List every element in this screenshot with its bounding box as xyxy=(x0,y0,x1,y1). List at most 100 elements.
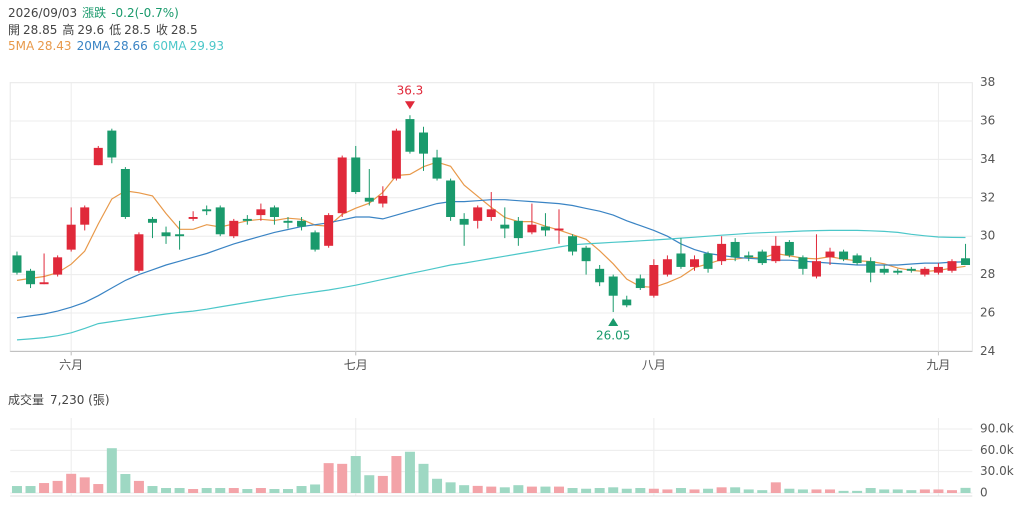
y-tick-label: 34 xyxy=(980,152,995,166)
candle-body xyxy=(53,257,63,275)
candle-body xyxy=(134,234,144,271)
volume-bar xyxy=(892,489,903,493)
ohlc-value: 28.5 xyxy=(124,22,151,37)
y-tick-label: 28 xyxy=(980,267,995,281)
candle-body xyxy=(418,132,428,154)
legend-value: 28.43 xyxy=(37,39,72,53)
candle-body xyxy=(879,268,889,273)
y-tick-label: 90.0k xyxy=(980,422,1014,436)
candle-body xyxy=(324,215,334,246)
volume-bar xyxy=(797,489,808,493)
volume-bar xyxy=(825,489,836,493)
volume-bar xyxy=(499,487,510,493)
ohlc-label: 低 xyxy=(109,22,122,37)
low-marker xyxy=(608,318,619,327)
candle-body xyxy=(446,180,456,217)
candle-body xyxy=(730,241,740,258)
candle-body xyxy=(39,282,49,285)
header: 2026/09/03 漲跌 -0.2(-0.7%) 開 28.85 高 29.6 低 28.5… xyxy=(8,5,229,55)
candle-body xyxy=(595,268,605,283)
ohlc-label: 高 xyxy=(62,22,75,37)
volume-bar xyxy=(703,488,714,493)
change-label: 漲跌 xyxy=(82,6,107,20)
volume-bar xyxy=(581,488,592,493)
date: 2026/09/03 xyxy=(8,6,78,20)
candle-body xyxy=(405,119,415,152)
volume-header: 成交量 7,230 (張) xyxy=(8,391,116,408)
volume-bar xyxy=(432,478,443,493)
legend-name: 5MA xyxy=(8,39,35,53)
x-tick-label: 六月 xyxy=(59,358,83,372)
candle-body xyxy=(825,251,835,258)
volume-bar xyxy=(66,473,77,493)
volume-bar xyxy=(242,489,253,493)
volume-bar xyxy=(364,475,375,493)
candle-body xyxy=(175,234,185,237)
candle-body xyxy=(811,261,821,277)
volume-bar xyxy=(445,482,456,493)
volume-bar xyxy=(675,488,686,493)
volume-bar xyxy=(906,490,917,493)
volume-bar xyxy=(350,456,361,493)
volume-bar xyxy=(391,456,402,493)
volume-bar xyxy=(635,488,646,493)
candle-body xyxy=(351,157,361,193)
x-tick-label: 九月 xyxy=(926,358,950,372)
legend-value: 28.66 xyxy=(113,39,148,53)
candle-body xyxy=(297,220,307,227)
candle-body xyxy=(839,251,849,260)
volume-bar xyxy=(147,486,158,493)
candle-body xyxy=(364,197,374,202)
volume-bar xyxy=(215,488,226,493)
candle-body xyxy=(80,207,90,225)
candle-body xyxy=(486,209,496,217)
candle-body xyxy=(947,261,957,271)
ohlc-label: 收 xyxy=(155,22,168,37)
candle-body xyxy=(703,253,713,269)
candle-body xyxy=(147,218,157,223)
volume-bar xyxy=(188,489,199,493)
candle-body xyxy=(202,209,212,212)
volume-bar xyxy=(228,488,239,493)
candle-body xyxy=(744,255,754,258)
ma-line xyxy=(16,229,966,341)
volume-bar xyxy=(919,489,930,493)
candle-body xyxy=(527,224,537,233)
volume-bar xyxy=(716,487,727,493)
candle-body xyxy=(771,245,781,262)
volume-bar xyxy=(946,490,957,493)
volume-bar xyxy=(201,488,212,493)
volume-bar xyxy=(865,488,876,493)
y-tick-label: 30.0k xyxy=(980,464,1014,478)
candle-body xyxy=(568,236,578,252)
change: -0.2(-0.7%) xyxy=(111,6,179,20)
volume-bar xyxy=(93,484,104,493)
volume-bar xyxy=(757,490,768,493)
header-row: 開 28.85 高 29.6 低 28.5 收 28.5 xyxy=(8,22,229,39)
candle-body xyxy=(120,169,130,217)
candle-body xyxy=(256,209,266,216)
candle-body xyxy=(554,228,564,231)
volume-bar xyxy=(784,488,795,493)
candle-body xyxy=(161,232,171,237)
volume-bar xyxy=(960,487,971,493)
legend-name: 20MA xyxy=(76,39,111,53)
volume-bar xyxy=(540,486,551,493)
candle-body xyxy=(93,147,103,166)
volume-bar xyxy=(662,489,673,493)
volume-bar xyxy=(161,488,172,493)
volume-bar xyxy=(743,489,754,493)
volume-bar xyxy=(282,489,293,493)
legend-name: 60MA xyxy=(152,39,187,53)
candle-body xyxy=(608,276,618,296)
volume-bar xyxy=(594,488,605,493)
candle-body xyxy=(581,247,591,262)
candle-body xyxy=(513,220,523,239)
volume-bar xyxy=(513,485,524,493)
candle-body xyxy=(283,220,293,223)
y-tick-label: 36 xyxy=(980,114,995,128)
volume-bar xyxy=(11,486,22,493)
candle-body xyxy=(66,224,76,250)
candle-body xyxy=(798,257,808,269)
